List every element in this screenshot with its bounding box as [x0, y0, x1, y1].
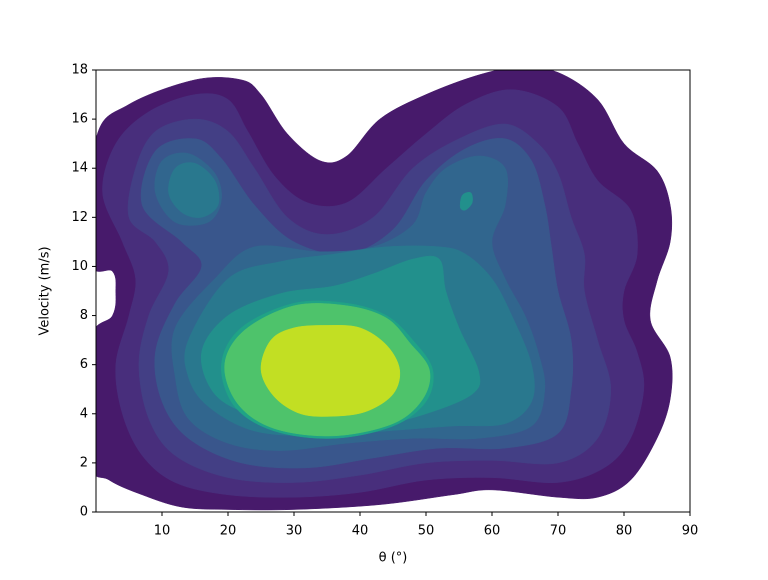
x-tick-label: 60: [484, 524, 501, 539]
y-tick-label: 4: [80, 406, 88, 421]
y-tick-label: 0: [80, 505, 88, 520]
x-tick-label: 80: [616, 524, 633, 539]
contour-region: [168, 162, 220, 218]
y-tick-label: 12: [71, 210, 88, 225]
axes-frame: [95, 69, 691, 513]
x-tick-label: 90: [682, 524, 699, 539]
y-tick-label: 16: [71, 112, 88, 127]
x-axis-label: θ (°): [379, 551, 408, 566]
plot-area: [96, 70, 673, 511]
y-axis-label: Velocity (m/s): [38, 246, 53, 335]
contour-region: [459, 192, 473, 211]
y-tick-label: 10: [71, 259, 88, 274]
x-tick-label: 70: [550, 524, 567, 539]
x-tick-label: 20: [220, 524, 237, 539]
y-tick-label: 18: [71, 63, 88, 78]
y-tick-label: 6: [80, 357, 88, 372]
y-tick-label: 14: [71, 161, 88, 176]
x-tick-label: 50: [418, 524, 435, 539]
contour-region: [260, 325, 401, 417]
x-tick-label: 10: [154, 524, 171, 539]
y-tick-label: 2: [80, 455, 88, 470]
x-tick-label: 40: [352, 524, 369, 539]
y-tick-label: 8: [80, 308, 88, 323]
x-tick-label: 30: [286, 524, 303, 539]
